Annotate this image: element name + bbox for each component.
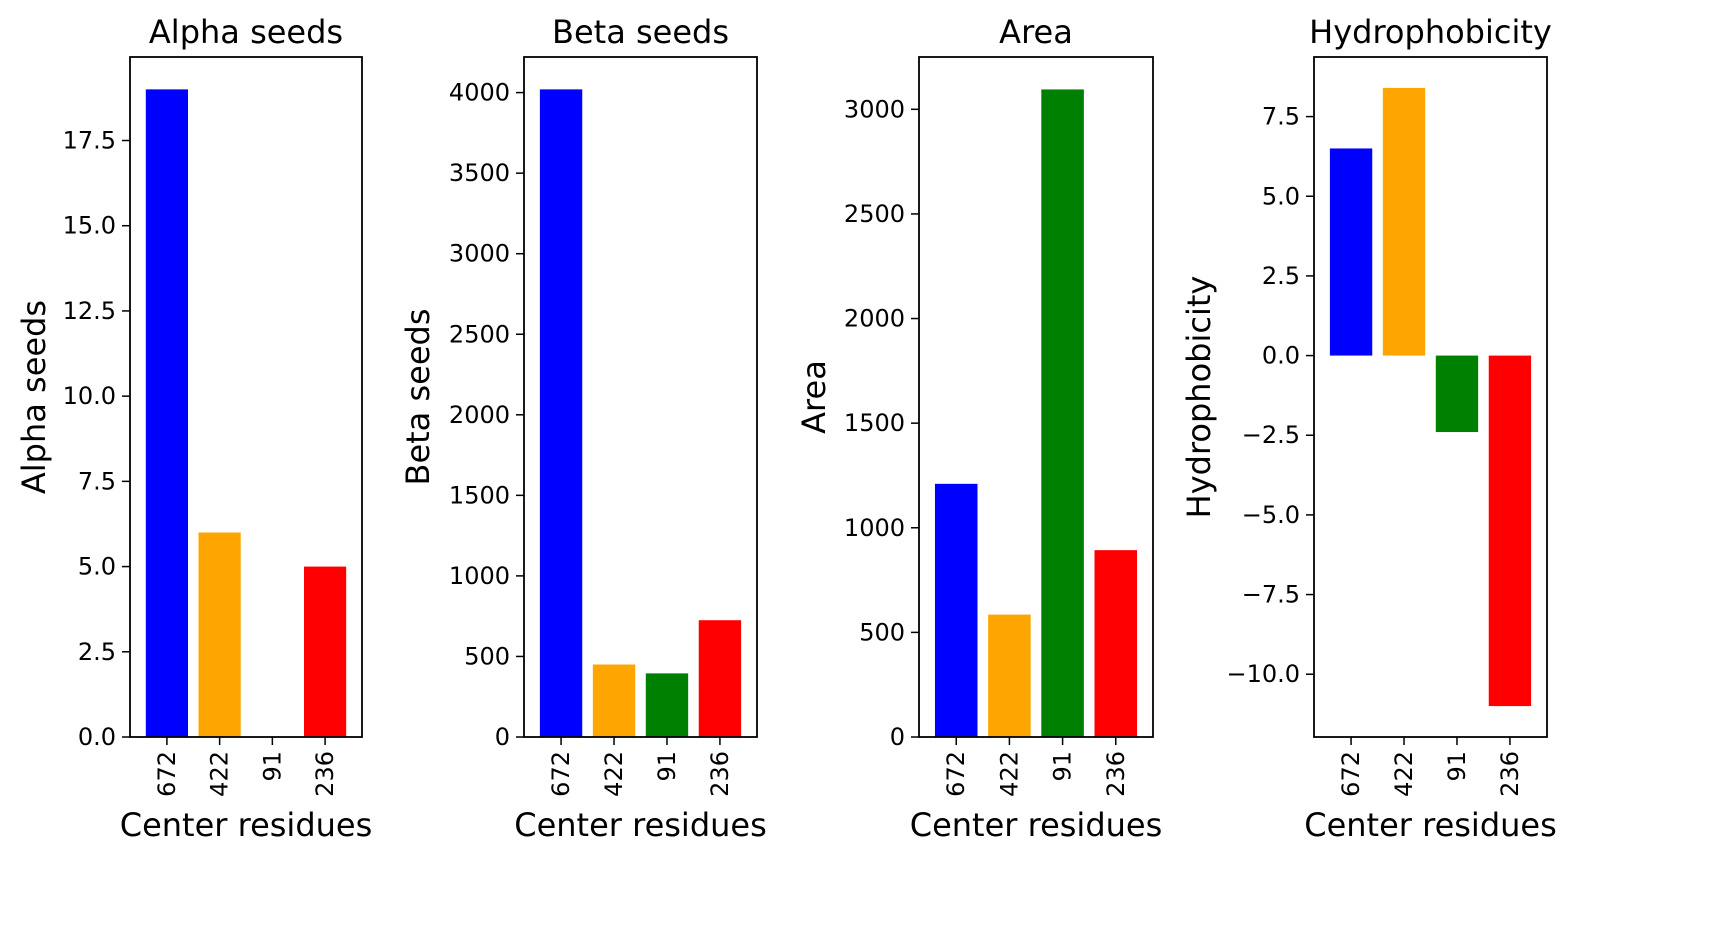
- bar-422: [988, 614, 1031, 737]
- x-tick-label: 91: [653, 751, 681, 782]
- y-tick-label: −7.5: [1242, 581, 1300, 609]
- x-tick-label: 236: [1496, 751, 1524, 797]
- x-tick-label: 672: [153, 751, 181, 797]
- y-tick-label: 0.0: [1262, 342, 1300, 370]
- x-tick-label: 672: [547, 751, 575, 797]
- y-tick-label: 2000: [449, 401, 510, 429]
- chart-title: Alpha seeds: [149, 13, 343, 51]
- y-tick-label: −2.5: [1242, 421, 1300, 449]
- x-tick-label: 236: [1102, 751, 1130, 797]
- y-tick-label: 17.5: [63, 127, 116, 155]
- y-tick-label: 5.0: [1262, 182, 1300, 210]
- y-tick-label: 7.5: [1262, 103, 1300, 131]
- y-tick-label: 0: [890, 723, 905, 751]
- y-axis-label: Hydrophobicity: [1180, 276, 1218, 519]
- chart-title: Hydrophobicity: [1309, 13, 1552, 51]
- y-tick-label: 500: [859, 618, 905, 646]
- y-tick-label: 10.0: [63, 382, 116, 410]
- bar-91: [1041, 89, 1084, 737]
- y-tick-label: −5.0: [1242, 501, 1300, 529]
- bar-236: [698, 620, 742, 737]
- y-tick-label: 15.0: [63, 212, 116, 240]
- bar-672: [539, 89, 583, 737]
- bar-422: [592, 664, 636, 737]
- bar-672: [1329, 148, 1373, 356]
- x-tick-label: 236: [706, 751, 734, 797]
- y-tick-label: 2500: [844, 200, 905, 228]
- y-tick-label: 1000: [844, 514, 905, 542]
- x-tick-label: 672: [942, 751, 970, 797]
- x-tick-label: 236: [311, 751, 339, 797]
- axes-frame: [523, 56, 758, 738]
- x-axis-label: Center residues: [514, 806, 767, 844]
- bar-91: [1435, 355, 1479, 433]
- x-axis-label: Center residues: [1304, 806, 1557, 844]
- bar-672: [145, 89, 188, 737]
- x-tick-label: 422: [206, 751, 234, 797]
- y-tick-label: 0: [495, 723, 510, 751]
- y-tick-label: 12.5: [63, 297, 116, 325]
- bar-422: [1382, 87, 1426, 356]
- bar-672: [934, 483, 978, 737]
- bar-91: [645, 673, 689, 737]
- y-tick-label: 1000: [449, 562, 510, 590]
- y-tick-label: 4000: [449, 79, 510, 107]
- x-tick-label: 672: [1337, 751, 1365, 797]
- y-tick-label: 1500: [844, 409, 905, 437]
- bar-236: [304, 566, 347, 737]
- y-tick-label: 2.5: [78, 638, 116, 666]
- x-tick-label: 91: [258, 751, 286, 782]
- axes-frame: [129, 56, 363, 738]
- y-tick-label: 3000: [449, 240, 510, 268]
- x-tick-label: 422: [995, 751, 1023, 797]
- y-tick-label: 2000: [844, 305, 905, 333]
- y-tick-label: 2.5: [1262, 262, 1300, 290]
- chart-panel-3: 0 500 1000 1500 2000 2500 3000 672 422 91 236 Area C…: [795, 13, 1162, 844]
- y-tick-label: 3500: [449, 159, 510, 187]
- y-tick-label: 3000: [844, 95, 905, 123]
- bar-422: [198, 532, 241, 737]
- y-tick-label: 5.0: [78, 553, 116, 581]
- y-tick-label: 1500: [449, 481, 510, 509]
- chart-panel-4: −10.0 −7.5 −5.0 −2.5 0.0 2.5 5.0 7.5 672 422 91 236…: [1180, 13, 1557, 844]
- bar-236: [1488, 355, 1532, 707]
- y-tick-label: 2500: [449, 320, 510, 348]
- axes-frame: [1313, 56, 1548, 738]
- y-tick-label: 500: [464, 642, 510, 670]
- y-tick-label: 7.5: [78, 467, 116, 495]
- x-tick-label: 422: [600, 751, 628, 797]
- x-axis-label: Center residues: [120, 806, 373, 844]
- bar-236: [1094, 550, 1138, 737]
- y-tick-label: −10.0: [1226, 660, 1300, 688]
- x-axis-label: Center residues: [910, 806, 1163, 844]
- y-axis-label: Beta seeds: [399, 309, 437, 486]
- y-tick-label: 0.0: [78, 723, 116, 751]
- chart-title: Area: [999, 13, 1073, 51]
- chart-panel-2: 0 500 1000 1500 2000 2500 3000 3500 4000 672 422 91…: [399, 13, 767, 844]
- axes-frame: [918, 56, 1154, 738]
- x-tick-label: 422: [1390, 751, 1418, 797]
- chart-panel-1: 0.0 2.5 5.0 7.5 10.0 12.5 15.0 17.5 672 422 91 236 A…: [15, 13, 372, 844]
- y-axis-label: Alpha seeds: [15, 300, 53, 494]
- x-tick-label: 91: [1443, 751, 1471, 782]
- y-axis-label: Area: [795, 360, 833, 434]
- x-tick-label: 91: [1049, 751, 1077, 782]
- chart-title: Beta seeds: [552, 13, 729, 51]
